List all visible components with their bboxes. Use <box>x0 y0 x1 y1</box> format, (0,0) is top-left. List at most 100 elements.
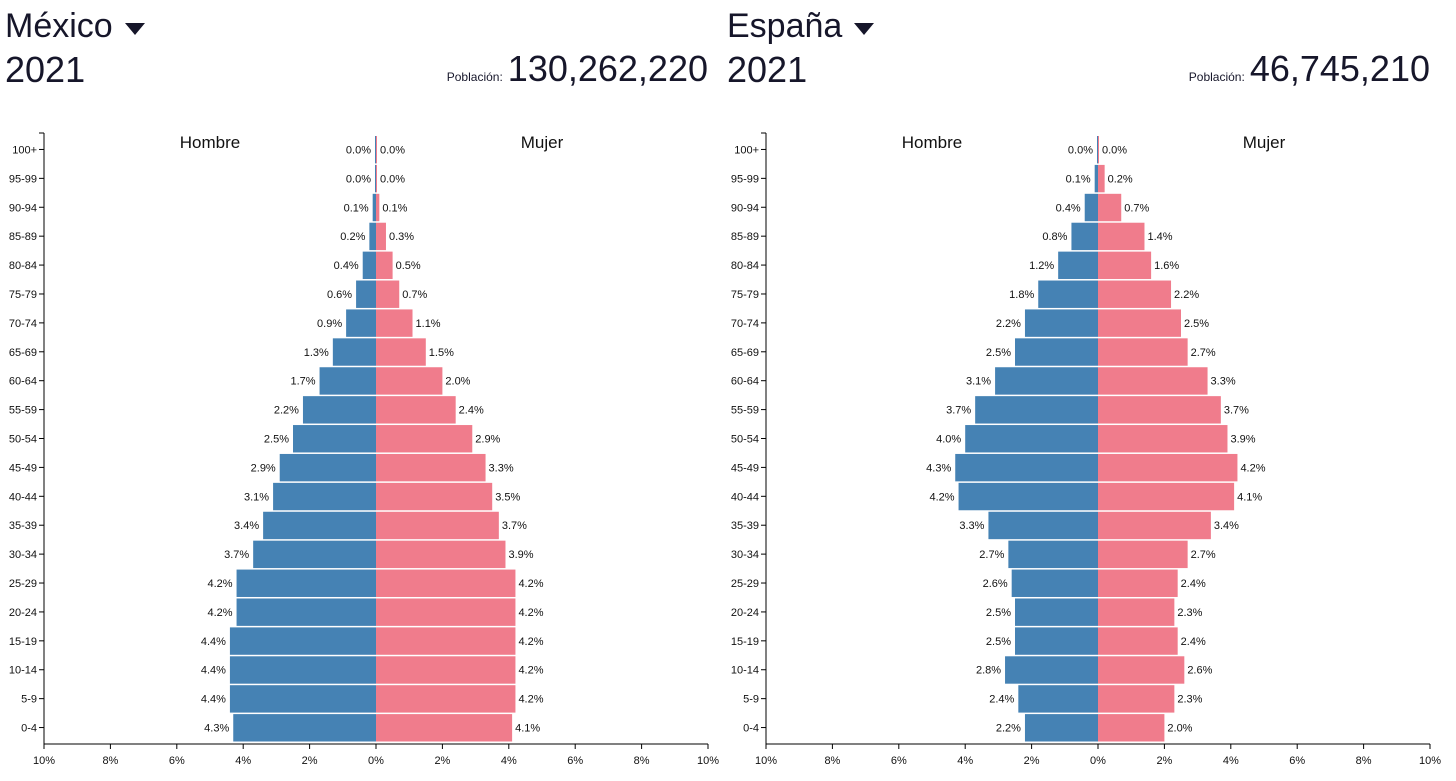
x-tick-label: 10% <box>1419 755 1441 767</box>
data-label-male: 0.6% <box>327 289 352 301</box>
data-label-female: 1.6% <box>1154 260 1179 272</box>
population-label: Población: <box>446 70 503 84</box>
bar-male <box>1005 656 1098 684</box>
bar-female <box>376 482 493 511</box>
y-tick-label: 10-14 <box>731 665 759 677</box>
data-label-female: 3.5% <box>495 491 520 503</box>
data-label-male: 0.1% <box>344 202 369 214</box>
year-label: 2021 <box>727 49 808 90</box>
bar-male <box>229 627 376 655</box>
data-label-female: 3.7% <box>502 520 527 532</box>
data-label-female: 4.2% <box>518 694 543 706</box>
bar-female <box>376 222 386 251</box>
caret-down-icon[interactable] <box>854 23 875 35</box>
y-tick-label: 35-39 <box>731 520 759 532</box>
y-tick-label: 50-54 <box>731 434 759 446</box>
caret-down-icon[interactable] <box>124 23 145 35</box>
y-tick-label: 40-44 <box>731 491 759 503</box>
x-tick-label: 10% <box>697 755 719 767</box>
bar-male <box>253 540 376 569</box>
x-tick-label: 10% <box>755 755 777 767</box>
y-tick-label: 25-29 <box>731 578 759 590</box>
data-label-male: 2.7% <box>979 549 1004 561</box>
bar-female <box>376 251 393 280</box>
bar-female <box>376 569 516 597</box>
y-tick-label: 25-29 <box>9 578 37 590</box>
data-label-male: 3.3% <box>959 520 984 532</box>
y-tick-label: 30-34 <box>9 549 37 561</box>
data-label-male: 1.3% <box>304 347 329 359</box>
bar-male <box>1015 338 1098 366</box>
data-label-male: 3.1% <box>966 376 991 388</box>
x-tick-label: 0% <box>1090 755 1106 767</box>
bar-male <box>965 425 1098 453</box>
bar-male <box>229 685 376 713</box>
y-tick-label: 75-79 <box>9 289 37 301</box>
data-label-female: 3.3% <box>489 462 514 474</box>
data-label-male: 2.4% <box>989 694 1014 706</box>
data-label-female: 3.9% <box>1230 434 1255 446</box>
y-tick-label: 85-89 <box>9 231 37 243</box>
x-tick-label: 6% <box>169 755 185 767</box>
data-label-female: 1.4% <box>1147 231 1172 243</box>
bar-female <box>376 453 486 482</box>
y-tick-label: 40-44 <box>9 491 37 503</box>
bar-female <box>376 425 473 453</box>
data-label-female: 0.0% <box>380 173 405 185</box>
data-label-male: 0.4% <box>1056 202 1081 214</box>
x-tick-label: 6% <box>891 755 907 767</box>
data-label-female: 4.1% <box>1237 491 1262 503</box>
bar-male <box>273 482 376 511</box>
series-label-female: Mujer <box>1243 133 1286 152</box>
country-selector[interactable]: España <box>727 6 875 46</box>
bar-male <box>955 453 1098 482</box>
bar-male <box>958 482 1098 511</box>
y-tick-label: 90-94 <box>731 202 759 214</box>
series-label-female: Mujer <box>521 133 564 152</box>
bar-male <box>1015 598 1098 626</box>
bar-male <box>975 396 1098 424</box>
data-label-female: 0.2% <box>1108 173 1133 185</box>
data-label-female: 2.3% <box>1177 694 1202 706</box>
y-tick-label: 95-99 <box>731 173 759 185</box>
y-tick-label: 55-59 <box>731 405 759 417</box>
bar-female <box>376 193 380 222</box>
bar-male <box>1058 251 1098 280</box>
bar-male <box>362 251 376 280</box>
bar-female <box>376 685 516 713</box>
x-tick-label: 0% <box>368 755 384 767</box>
bar-female <box>1098 482 1235 511</box>
bar-male <box>1024 309 1098 337</box>
data-label-female: 2.6% <box>1187 665 1212 677</box>
bar-female <box>376 627 516 655</box>
data-label-female: 4.2% <box>518 578 543 590</box>
bar-female <box>1098 193 1122 222</box>
data-label-female: 2.7% <box>1191 549 1216 561</box>
bar-female <box>376 280 400 308</box>
y-tick-label: 15-19 <box>9 636 37 648</box>
bar-female <box>1098 396 1221 424</box>
bar-male <box>1008 540 1098 569</box>
data-label-male: 1.2% <box>1029 260 1054 272</box>
data-label-female: 0.5% <box>396 260 421 272</box>
data-label-female: 0.7% <box>402 289 427 301</box>
data-label-male: 0.8% <box>1042 231 1067 243</box>
bar-female <box>1098 453 1238 482</box>
bar-male <box>375 164 376 193</box>
data-label-female: 2.0% <box>1167 723 1192 735</box>
bar-male <box>375 136 376 164</box>
bar-female <box>1098 598 1175 626</box>
bar-male <box>233 714 376 742</box>
country-selector[interactable]: México <box>5 6 145 46</box>
y-tick-label: 5-9 <box>743 694 759 706</box>
data-label-male: 2.2% <box>274 405 299 417</box>
y-tick-label: 5-9 <box>21 694 37 706</box>
bar-female <box>376 714 513 742</box>
population-display: Población: 46,745,210 <box>1189 48 1430 90</box>
bar-female <box>1098 222 1145 251</box>
data-label-female: 0.1% <box>382 202 407 214</box>
x-tick-label: 8% <box>824 755 840 767</box>
bar-female <box>376 136 377 164</box>
population-label: Población: <box>1188 70 1245 84</box>
y-tick-label: 55-59 <box>9 405 37 417</box>
